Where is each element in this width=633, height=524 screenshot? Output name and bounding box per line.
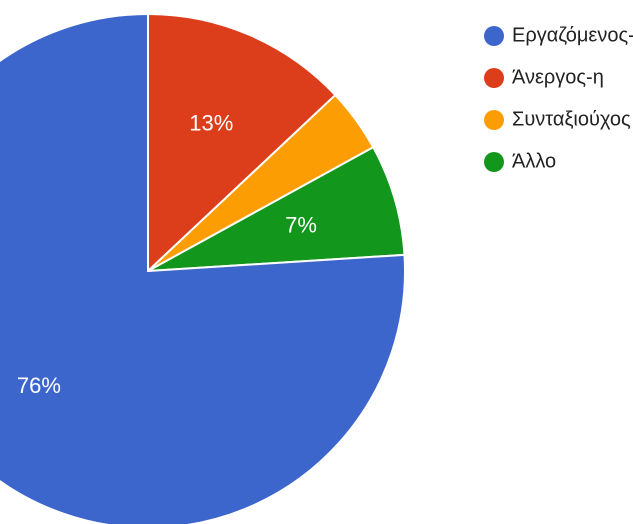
legend-label-2: Συνταξιούχος <box>512 108 631 130</box>
legend-marker-0 <box>484 26 504 46</box>
slice-label-3: 7% <box>285 212 317 237</box>
pie-slice-labels: 13% 7% 76% <box>17 111 317 398</box>
pie-slice-3 <box>147 145 406 272</box>
legend: Εργαζόμενος-η Άνεργος-η Συνταξιούχος Άλλο <box>484 24 633 172</box>
slice-label-0: 76% <box>17 373 61 398</box>
legend-marker-3 <box>484 152 504 172</box>
pie-slice-1 <box>147 12 337 274</box>
pie-slices <box>0 12 406 524</box>
legend-label-0: Εργαζόμενος-η <box>512 24 633 46</box>
legend-label-3: Άλλο <box>512 150 556 172</box>
pie-slice-0 <box>0 12 406 524</box>
legend-label-1: Άνεργος-η <box>512 66 604 88</box>
slice-label-1: 13% <box>189 111 233 136</box>
legend-marker-1 <box>484 68 504 88</box>
legend-marker-2 <box>484 110 504 130</box>
